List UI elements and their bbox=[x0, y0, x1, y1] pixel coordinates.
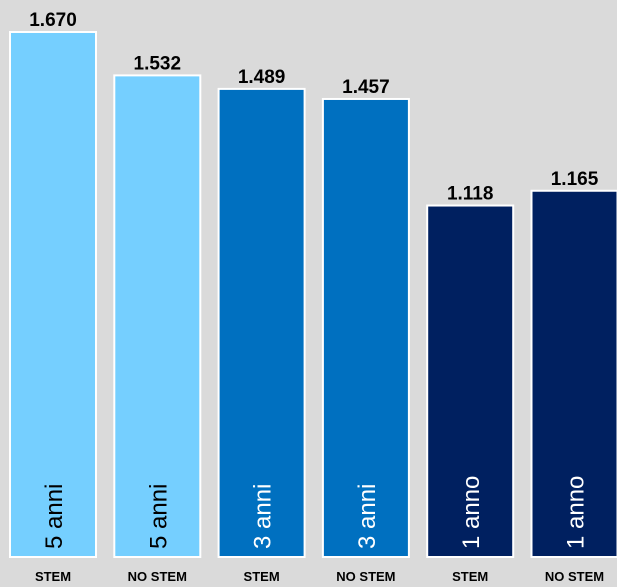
data-label: 1.165 bbox=[551, 169, 599, 190]
bar bbox=[9, 31, 97, 558]
bar-label: 1 anno bbox=[458, 476, 485, 549]
x-tick-label: NO STEM bbox=[545, 569, 604, 584]
x-tick-label: STEM bbox=[244, 569, 280, 584]
data-label: 1.457 bbox=[342, 77, 390, 98]
bar-label: 5 anni bbox=[145, 484, 172, 549]
data-label: 1.670 bbox=[29, 10, 77, 31]
x-tick-label: STEM bbox=[35, 569, 71, 584]
bar bbox=[321, 97, 410, 558]
x-tick-label: NO STEM bbox=[336, 569, 395, 584]
x-tick-label: NO STEM bbox=[128, 569, 187, 584]
data-label: 1.118 bbox=[447, 184, 494, 205]
bar bbox=[530, 189, 617, 559]
bar-label: 3 anni bbox=[250, 484, 277, 549]
bar bbox=[113, 74, 202, 558]
bar-label: 3 anni bbox=[354, 484, 381, 549]
bar bbox=[217, 87, 306, 559]
data-label: 1.532 bbox=[134, 53, 182, 74]
bar bbox=[426, 204, 515, 558]
bar-label: 5 anni bbox=[41, 484, 68, 549]
bar-label: 1 anno bbox=[563, 476, 590, 549]
data-label: 1.489 bbox=[238, 67, 286, 88]
x-tick-label: STEM bbox=[452, 569, 488, 584]
